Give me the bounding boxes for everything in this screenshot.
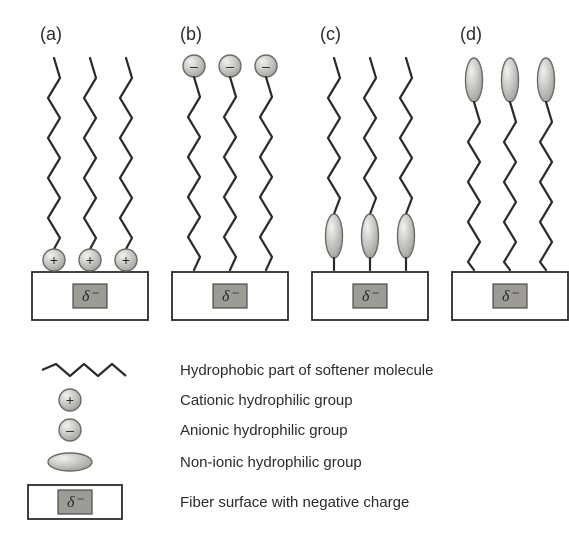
nonionic-head (398, 214, 415, 258)
fiber-surface: δ⁻ (32, 272, 148, 320)
hydrophobic-chain (364, 58, 376, 214)
fiber-charge-label: δ⁻ (67, 494, 84, 511)
cationic-head: + (115, 249, 137, 271)
fiber-surface: δ⁻ (172, 272, 288, 320)
fiber-charge-label: δ⁻ (222, 288, 239, 305)
panel-d: (d) δ⁻ (452, 24, 568, 320)
legend-text: Hydrophobic part of softener molecule (180, 362, 433, 379)
fiber-charge-label: δ⁻ (502, 288, 519, 305)
svg-text:+: + (122, 252, 130, 268)
nonionic-head (326, 214, 343, 258)
legend-text: Cationic hydrophilic group (180, 392, 353, 409)
fiber-charge-label: δ⁻ (362, 288, 379, 305)
nonionic-head (362, 214, 379, 258)
cationic-head: + (43, 249, 65, 271)
anionic-head: – (255, 55, 277, 77)
hydrophobic-chain (188, 77, 200, 270)
panel-label: (c) (320, 24, 341, 44)
legend-zigzag-icon (42, 364, 126, 376)
hydrophobic-chain (84, 58, 96, 249)
legend-ellipse-icon (48, 453, 92, 471)
anionic-head: – (59, 419, 81, 441)
legend-text: Non-ionic hydrophilic group (180, 454, 362, 471)
cationic-head: + (59, 389, 81, 411)
panel-label: (b) (180, 24, 202, 44)
svg-text:+: + (50, 252, 58, 268)
panel-label: (d) (460, 24, 482, 44)
hydrophobic-chain (504, 102, 516, 270)
hydrophobic-chain (224, 77, 236, 270)
nonionic-head (466, 58, 483, 102)
nonionic-head (538, 58, 555, 102)
fiber-surface: δ⁻ (452, 272, 568, 320)
svg-text:–: – (262, 58, 270, 74)
panel-a: (a) δ⁻ + + + (32, 24, 148, 320)
legend-text: Anionic hydrophilic group (180, 422, 348, 439)
svg-text:–: – (190, 58, 198, 74)
hydrophobic-chain (120, 58, 132, 249)
hydrophobic-chain (260, 77, 272, 270)
panel-label: (a) (40, 24, 62, 44)
legend-text: Fiber surface with negative charge (180, 494, 409, 511)
svg-text:+: + (86, 252, 94, 268)
svg-text:–: – (226, 58, 234, 74)
cationic-head: + (79, 249, 101, 271)
hydrophobic-chain (400, 58, 412, 214)
hydrophobic-chain (328, 58, 340, 214)
fiber-surface: δ⁻ (28, 485, 122, 519)
hydrophobic-chain (48, 58, 60, 249)
hydrophobic-chain (468, 102, 480, 270)
svg-text:–: – (66, 422, 74, 438)
panel-b: (b) δ⁻ – – – (172, 24, 288, 320)
panel-c: (c) δ⁻ (312, 24, 428, 320)
legend: Hydrophobic part of softener molecule + Ca… (28, 362, 433, 519)
nonionic-head (502, 58, 519, 102)
anionic-head: – (183, 55, 205, 77)
anionic-head: – (219, 55, 241, 77)
fiber-charge-label: δ⁻ (82, 288, 99, 305)
fiber-surface: δ⁻ (312, 272, 428, 320)
svg-text:+: + (66, 392, 74, 408)
hydrophobic-chain (540, 102, 552, 270)
